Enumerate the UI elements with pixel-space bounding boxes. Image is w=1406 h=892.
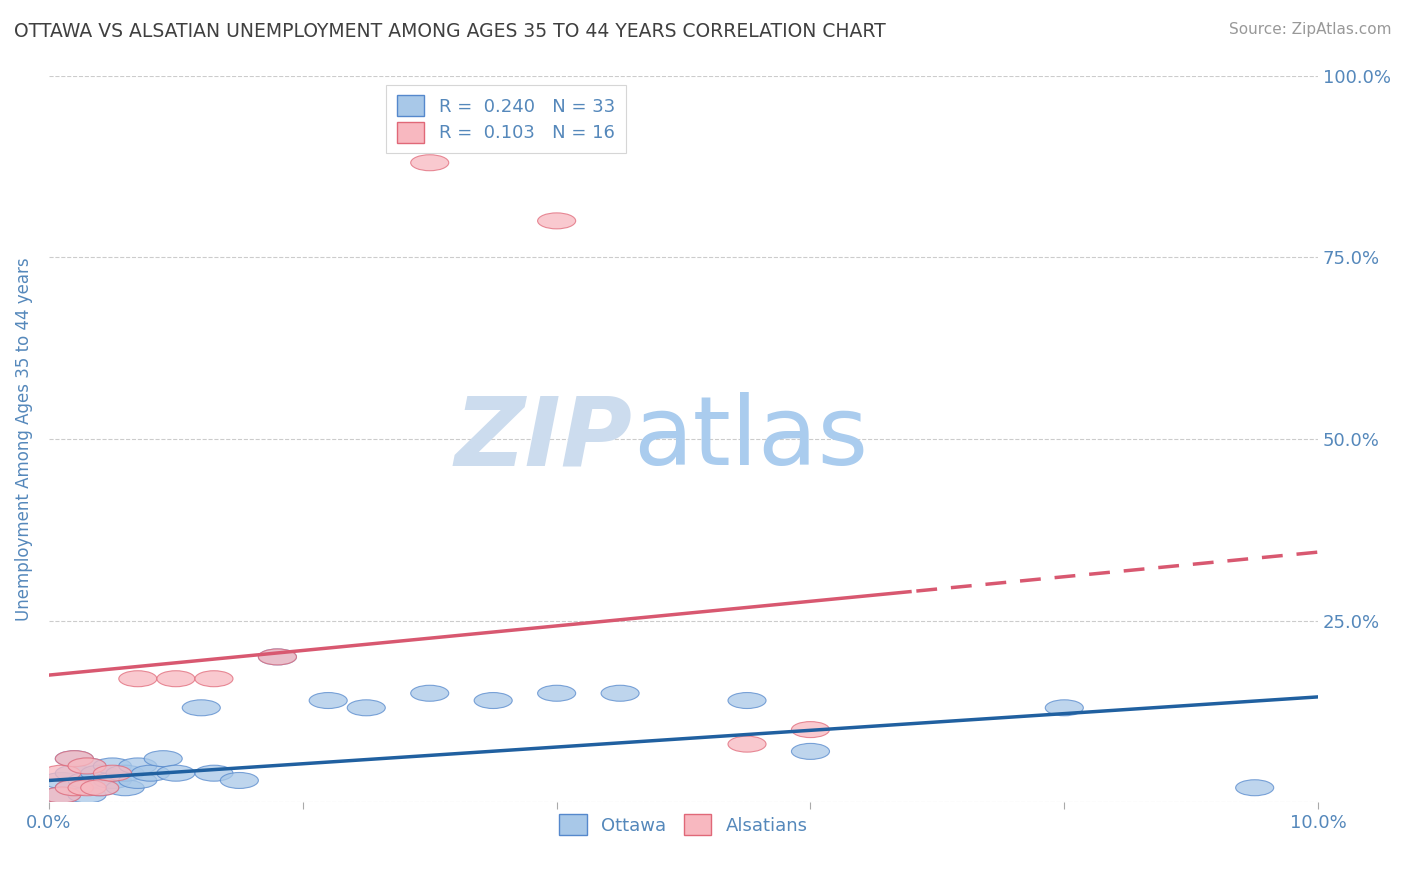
Ellipse shape	[792, 722, 830, 738]
Ellipse shape	[1236, 780, 1274, 796]
Ellipse shape	[42, 765, 80, 781]
Ellipse shape	[474, 692, 512, 708]
Ellipse shape	[118, 758, 157, 774]
Ellipse shape	[80, 765, 118, 781]
Ellipse shape	[55, 751, 93, 766]
Ellipse shape	[67, 758, 105, 774]
Ellipse shape	[67, 787, 105, 803]
Ellipse shape	[55, 780, 93, 796]
Ellipse shape	[157, 765, 195, 781]
Ellipse shape	[42, 787, 80, 803]
Text: ZIP: ZIP	[456, 392, 633, 485]
Ellipse shape	[42, 787, 80, 803]
Ellipse shape	[309, 692, 347, 708]
Ellipse shape	[105, 765, 145, 781]
Ellipse shape	[93, 765, 132, 781]
Ellipse shape	[118, 772, 157, 789]
Ellipse shape	[537, 213, 575, 229]
Ellipse shape	[93, 772, 132, 789]
Ellipse shape	[105, 780, 145, 796]
Ellipse shape	[132, 765, 170, 781]
Ellipse shape	[221, 772, 259, 789]
Ellipse shape	[55, 780, 93, 796]
Ellipse shape	[728, 736, 766, 752]
Ellipse shape	[118, 671, 157, 687]
Ellipse shape	[792, 743, 830, 759]
Ellipse shape	[157, 671, 195, 687]
Y-axis label: Unemployment Among Ages 35 to 44 years: Unemployment Among Ages 35 to 44 years	[15, 257, 32, 621]
Ellipse shape	[55, 765, 93, 781]
Ellipse shape	[145, 751, 183, 766]
Text: atlas: atlas	[633, 392, 868, 485]
Ellipse shape	[93, 758, 132, 774]
Ellipse shape	[411, 685, 449, 701]
Ellipse shape	[259, 648, 297, 665]
Ellipse shape	[67, 772, 105, 789]
Ellipse shape	[80, 780, 118, 796]
Ellipse shape	[728, 692, 766, 708]
Ellipse shape	[195, 765, 233, 781]
Ellipse shape	[67, 758, 105, 774]
Ellipse shape	[183, 700, 221, 715]
Ellipse shape	[259, 648, 297, 665]
Ellipse shape	[80, 780, 118, 796]
Ellipse shape	[537, 685, 575, 701]
Legend: Ottawa, Alsatians: Ottawa, Alsatians	[550, 805, 817, 844]
Ellipse shape	[347, 700, 385, 715]
Ellipse shape	[600, 685, 640, 701]
Text: Source: ZipAtlas.com: Source: ZipAtlas.com	[1229, 22, 1392, 37]
Ellipse shape	[1045, 700, 1084, 715]
Ellipse shape	[67, 780, 105, 796]
Ellipse shape	[42, 772, 80, 789]
Ellipse shape	[411, 154, 449, 170]
Ellipse shape	[55, 751, 93, 766]
Text: OTTAWA VS ALSATIAN UNEMPLOYMENT AMONG AGES 35 TO 44 YEARS CORRELATION CHART: OTTAWA VS ALSATIAN UNEMPLOYMENT AMONG AG…	[14, 22, 886, 41]
Ellipse shape	[195, 671, 233, 687]
